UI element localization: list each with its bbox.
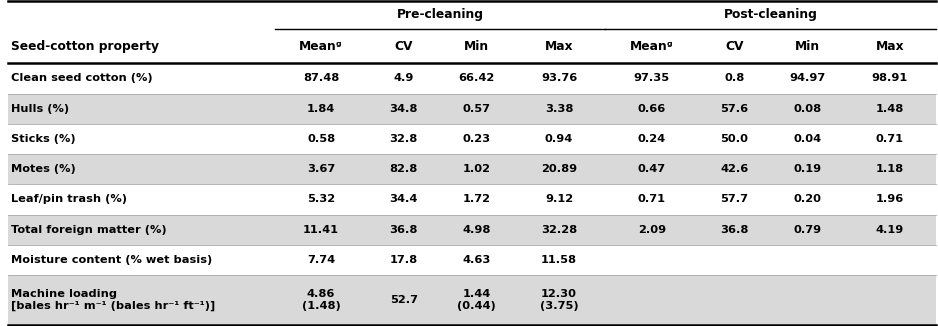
Text: 66.42: 66.42	[459, 73, 494, 83]
Text: 3.67: 3.67	[307, 164, 335, 174]
Text: 0.58: 0.58	[307, 134, 335, 144]
Text: 4.86
(1.48): 4.86 (1.48)	[302, 289, 340, 311]
Text: 57.6: 57.6	[720, 104, 749, 114]
Text: 32.8: 32.8	[389, 134, 418, 144]
Text: 50.0: 50.0	[720, 134, 749, 144]
Text: Moisture content (% wet basis): Moisture content (% wet basis)	[11, 255, 213, 265]
Text: Seed-cotton property: Seed-cotton property	[11, 40, 159, 53]
Text: 57.7: 57.7	[720, 194, 749, 204]
Text: Meanᶢ: Meanᶢ	[630, 40, 673, 53]
Text: 1.84: 1.84	[307, 104, 335, 114]
Text: 34.4: 34.4	[389, 194, 418, 204]
Text: 0.19: 0.19	[793, 164, 821, 174]
Text: 0.66: 0.66	[638, 104, 666, 114]
Text: 0.94: 0.94	[545, 134, 573, 144]
Text: 87.48: 87.48	[303, 73, 340, 83]
Text: Max: Max	[545, 40, 573, 53]
Text: 0.47: 0.47	[638, 164, 666, 174]
Text: 34.8: 34.8	[389, 104, 418, 114]
Text: 0.71: 0.71	[638, 194, 666, 204]
Text: 97.35: 97.35	[634, 73, 670, 83]
Text: 0.24: 0.24	[638, 134, 666, 144]
Text: 0.20: 0.20	[793, 194, 821, 204]
Text: 1.18: 1.18	[876, 164, 904, 174]
Text: 17.8: 17.8	[389, 255, 417, 265]
Text: 11.41: 11.41	[303, 225, 339, 235]
Text: 7.74: 7.74	[307, 255, 335, 265]
Text: 0.08: 0.08	[793, 104, 821, 114]
Text: 1.96: 1.96	[875, 194, 904, 204]
Text: 42.6: 42.6	[720, 164, 749, 174]
Text: Meanᶢ: Meanᶢ	[299, 40, 343, 53]
Text: Min: Min	[794, 40, 820, 53]
Text: Leaf/pin trash (%): Leaf/pin trash (%)	[11, 194, 128, 204]
Text: Hulls (%): Hulls (%)	[11, 104, 69, 114]
Text: Machine loading
[bales hr⁻¹ m⁻¹ (bales hr⁻¹ ft⁻¹)]: Machine loading [bales hr⁻¹ m⁻¹ (bales h…	[11, 289, 216, 311]
Text: Sticks (%): Sticks (%)	[11, 134, 76, 144]
Text: 36.8: 36.8	[389, 225, 418, 235]
Text: Clean seed cotton (%): Clean seed cotton (%)	[11, 73, 153, 83]
Text: Total foreign matter (%): Total foreign matter (%)	[11, 225, 167, 235]
Text: 9.12: 9.12	[545, 194, 573, 204]
Text: 11.58: 11.58	[541, 255, 577, 265]
Text: 0.8: 0.8	[724, 73, 745, 83]
Text: 4.9: 4.9	[394, 73, 414, 83]
Text: CV: CV	[395, 40, 413, 53]
Text: 98.91: 98.91	[871, 73, 908, 83]
Text: 0.57: 0.57	[462, 104, 491, 114]
Text: 1.02: 1.02	[462, 164, 491, 174]
Text: 2.09: 2.09	[638, 225, 666, 235]
Text: Motes (%): Motes (%)	[11, 164, 76, 174]
Text: 12.30
(3.75): 12.30 (3.75)	[539, 289, 579, 311]
Text: CV: CV	[725, 40, 744, 53]
Text: 0.79: 0.79	[793, 225, 821, 235]
Text: 32.28: 32.28	[541, 225, 577, 235]
Text: Post-cleaning: Post-cleaning	[724, 8, 818, 22]
Text: 4.98: 4.98	[462, 225, 491, 235]
Text: 1.44
(0.44): 1.44 (0.44)	[457, 289, 495, 311]
Text: 0.23: 0.23	[462, 134, 491, 144]
Text: 52.7: 52.7	[390, 295, 417, 305]
Text: 4.19: 4.19	[875, 225, 904, 235]
Text: 0.04: 0.04	[793, 134, 821, 144]
Text: 4.63: 4.63	[462, 255, 491, 265]
Text: 93.76: 93.76	[541, 73, 577, 83]
Text: 36.8: 36.8	[720, 225, 749, 235]
Text: 0.71: 0.71	[876, 134, 903, 144]
Text: 1.72: 1.72	[462, 194, 491, 204]
Text: 1.48: 1.48	[875, 104, 904, 114]
Text: 5.32: 5.32	[307, 194, 335, 204]
Text: Pre-cleaning: Pre-cleaning	[397, 8, 484, 22]
Text: 3.38: 3.38	[545, 104, 573, 114]
Text: 82.8: 82.8	[389, 164, 418, 174]
Text: Max: Max	[875, 40, 904, 53]
Text: 20.89: 20.89	[541, 164, 577, 174]
Text: Min: Min	[463, 40, 489, 53]
Text: 94.97: 94.97	[789, 73, 825, 83]
